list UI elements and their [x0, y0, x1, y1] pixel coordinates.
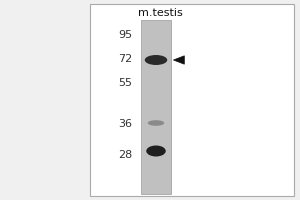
Text: 55: 55 — [118, 78, 132, 88]
Text: m.testis: m.testis — [138, 8, 183, 18]
Bar — [141, 20, 171, 194]
Ellipse shape — [145, 55, 167, 65]
Ellipse shape — [146, 146, 166, 156]
Ellipse shape — [148, 120, 164, 126]
Polygon shape — [173, 56, 184, 64]
Text: 72: 72 — [118, 54, 132, 64]
Text: 95: 95 — [118, 30, 132, 40]
Text: 36: 36 — [118, 119, 132, 129]
Text: 28: 28 — [118, 150, 132, 160]
Bar — [90, 4, 294, 196]
